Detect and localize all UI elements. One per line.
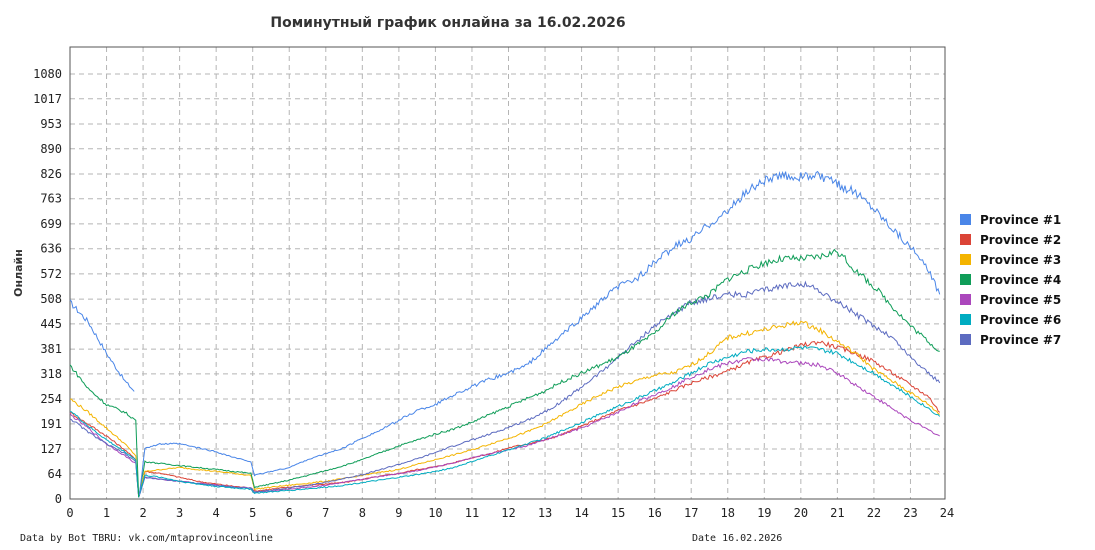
footer-date: Date 16.02.2026 bbox=[692, 533, 782, 544]
legend-label: Province #7 bbox=[980, 333, 1061, 347]
x-tick-label: 7 bbox=[322, 506, 329, 520]
series-line-1 bbox=[69, 299, 135, 392]
x-tick-label: 3 bbox=[176, 506, 183, 520]
chart-title: Поминутный график онлайна за 16.02.2026 bbox=[270, 15, 625, 31]
legend-label: Province #2 bbox=[980, 233, 1061, 247]
x-tick-label: 13 bbox=[538, 506, 552, 520]
series-line-3 bbox=[70, 320, 940, 497]
x-tick-label: 0 bbox=[66, 506, 73, 520]
legend-swatch bbox=[960, 294, 971, 305]
legend-label: Province #6 bbox=[980, 313, 1061, 327]
x-tick-label: 2 bbox=[139, 506, 146, 520]
x-tick-label: 22 bbox=[867, 506, 881, 520]
legend-swatch bbox=[960, 254, 971, 265]
legend-label: Province #1 bbox=[980, 213, 1061, 227]
legend-swatch bbox=[960, 274, 971, 285]
x-tick-label: 10 bbox=[428, 506, 442, 520]
legend-label: Province #3 bbox=[980, 253, 1061, 267]
x-tick-label: 6 bbox=[286, 506, 293, 520]
y-tick-label: 826 bbox=[40, 167, 62, 181]
legend-label: Province #5 bbox=[980, 293, 1061, 307]
x-tick-label: 5 bbox=[249, 506, 256, 520]
x-tick-label: 19 bbox=[757, 506, 771, 520]
y-axis-label: Онлайн bbox=[12, 249, 25, 297]
x-tick-label: 15 bbox=[611, 506, 625, 520]
x-tick-label: 14 bbox=[574, 506, 588, 520]
y-tick-label: 64 bbox=[48, 467, 62, 481]
x-tick-label: 20 bbox=[794, 506, 808, 520]
y-tick-label: 508 bbox=[40, 292, 62, 306]
y-tick-label: 953 bbox=[40, 117, 62, 131]
y-tick-label: 1080 bbox=[33, 67, 62, 81]
chart-grid bbox=[70, 47, 945, 500]
y-axis: 0 64 127 191 254 318 381 445 508 572 636 699 763 826 8… bbox=[33, 67, 62, 506]
x-tick-label: 17 bbox=[684, 506, 698, 520]
y-tick-label: 318 bbox=[40, 367, 62, 381]
series-line-4 bbox=[69, 248, 940, 497]
x-tick-label: 21 bbox=[830, 506, 844, 520]
legend-swatch bbox=[960, 334, 971, 345]
plot-frame bbox=[69, 46, 946, 500]
x-tick-label: 12 bbox=[501, 506, 515, 520]
legend-swatch bbox=[960, 214, 971, 225]
x-tick-label: 18 bbox=[721, 506, 735, 520]
x-tick-label: 4 bbox=[213, 506, 220, 520]
x-tick-label: 24 bbox=[940, 506, 954, 520]
y-tick-label: 445 bbox=[40, 317, 62, 331]
legend-label: Province #4 bbox=[980, 273, 1061, 287]
footer-source: Data by Bot TBRU: vk.com/mtaprovinceonli… bbox=[20, 533, 273, 544]
x-tick-label: 1 bbox=[103, 506, 110, 520]
x-axis: 0 1 2 3 4 5 6 7 8 9 10 11 12 13 14 15 16 17 18 19 20 21 22 23 24 bbox=[66, 506, 954, 520]
x-tick-label: 23 bbox=[903, 506, 917, 520]
series-line-1-segment bbox=[138, 170, 941, 496]
x-tick-label: 8 bbox=[359, 506, 366, 520]
series-line-7 bbox=[69, 280, 941, 497]
y-tick-label: 572 bbox=[40, 267, 62, 281]
y-tick-label: 763 bbox=[40, 192, 62, 206]
y-tick-label: 191 bbox=[40, 417, 62, 431]
y-tick-label: 699 bbox=[40, 217, 62, 231]
series-lines bbox=[69, 170, 941, 498]
x-tick-label: 16 bbox=[647, 506, 661, 520]
series-line-6 bbox=[69, 345, 941, 498]
x-tick-label: 9 bbox=[395, 506, 402, 520]
y-tick-label: 0 bbox=[55, 492, 62, 506]
x-tick-label: 11 bbox=[465, 506, 479, 520]
y-tick-label: 127 bbox=[40, 442, 62, 456]
y-tick-label: 1017 bbox=[33, 92, 62, 106]
y-tick-label: 254 bbox=[40, 392, 62, 406]
legend-swatch bbox=[960, 314, 971, 325]
series-line-5 bbox=[69, 357, 940, 498]
legend-swatch bbox=[960, 234, 971, 245]
y-tick-label: 890 bbox=[40, 142, 62, 156]
y-tick-label: 381 bbox=[40, 342, 62, 356]
legend: Province #1 Province #2 Province #3 Provinc… bbox=[960, 213, 1061, 347]
y-tick-label: 636 bbox=[40, 242, 62, 256]
